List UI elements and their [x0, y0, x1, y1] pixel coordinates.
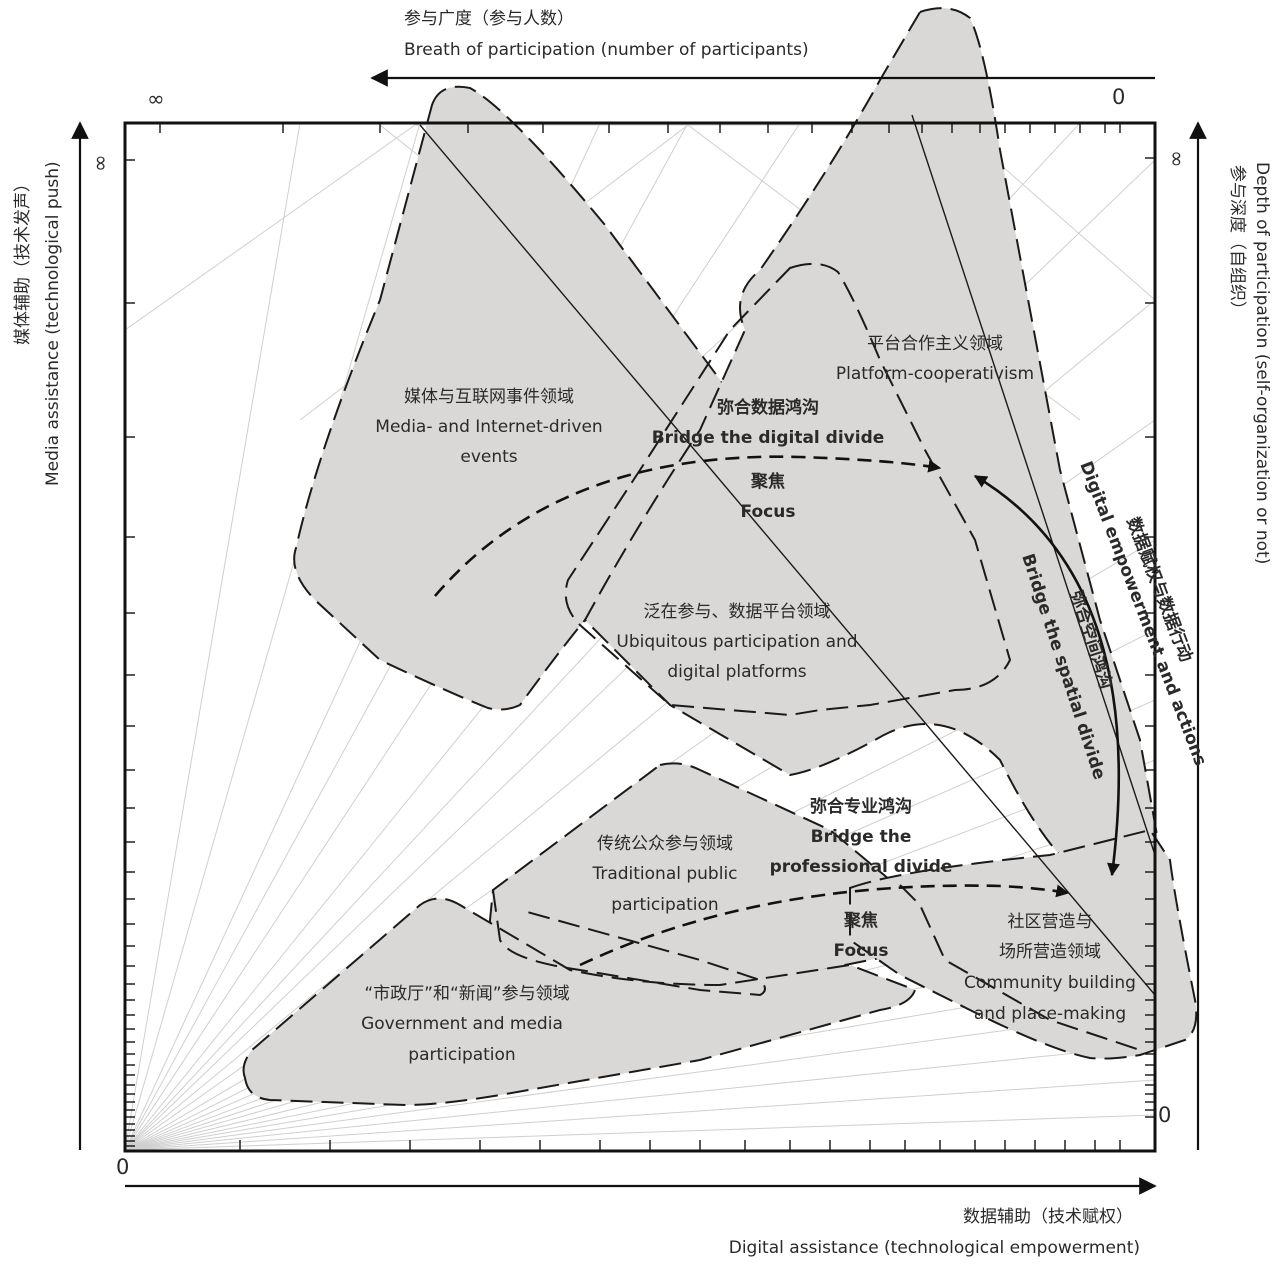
ubiquitous-zone-en2: digital platforms [667, 662, 806, 682]
spatial-divide-arrow [973, 474, 1121, 877]
media-zone-en1: Media- and Internet-driven [375, 417, 602, 437]
focus-upper-en: Focus [741, 502, 796, 522]
community-zone-zh2: 场所营造领域 [999, 942, 1101, 962]
right-tick-infinity: ∞ [1165, 150, 1189, 168]
government-zone-zh: “市政厅”和“新闻”参与领域 [364, 984, 569, 1004]
bottom-axis-label-en: Digital assistance (technological empowe… [729, 1238, 1140, 1258]
focus-lower-zh: 聚焦 [843, 910, 878, 931]
top-tick-infinity: ∞ [147, 87, 165, 111]
community-zone-zh1: 社区营造与 [1008, 912, 1093, 932]
ray-line [124, 122, 421, 1151]
focus-upper-zh: 聚焦 [750, 471, 785, 492]
axis-arrows [71, 69, 1207, 1195]
media-zone-zh: 媒体与互联网事件领域 [404, 387, 574, 407]
left-axis-label-zh: 媒体辅助（技术发声） [13, 175, 33, 345]
media-zone-en2: events [460, 447, 517, 467]
right-axis-label-zh: 参与深度（自组织） [1227, 165, 1247, 318]
right-tick-zero: 0 [1158, 1103, 1171, 1127]
plot-frame [123, 121, 1157, 1153]
community-zone-en1: Community building [964, 973, 1136, 993]
government-zone-en2: participation [408, 1045, 515, 1065]
zone-traditional-outline [492, 889, 766, 997]
left-axis-label-en: Media assistance (technological push) [43, 161, 63, 486]
government-zone-en1: Government and media [361, 1014, 563, 1034]
left-tick-infinity: ∞ [88, 155, 112, 173]
traditional-zone-en2: participation [611, 895, 718, 915]
zone-labels: 媒体与互联网事件领域 Media- and Internet-driven ev… [361, 334, 1136, 1065]
right-axis-label-en: Depth of participation (self-organizatio… [1252, 162, 1272, 564]
ubiquitous-zone-en1: Ubiquitous participation and [616, 632, 857, 652]
zone-government-shape [242, 897, 917, 1107]
bottom-axis-label-zh: 数据辅助（技术赋权） [963, 1207, 1133, 1227]
zone-shapes [242, 7, 1198, 1107]
digital-divide-en: Bridge the digital divide [652, 428, 885, 448]
professional-divide-en2: professional divide [770, 857, 953, 877]
top-axis-label-en: Breath of participation (number of parti… [404, 40, 809, 60]
digital-divide-zh: 弥合数据鸿沟 [717, 397, 819, 418]
ray-line [124, 1079, 1156, 1151]
platform-zone-en: Platform-cooperativism [836, 364, 1034, 384]
axis-ticks [125, 123, 1155, 1150]
flow-arrows [434, 455, 1070, 967]
top-axis-label-zh: 参与广度（参与人数） [404, 9, 574, 29]
ray-line [124, 1114, 1156, 1151]
traditional-zone-en1: Traditional public [591, 864, 737, 884]
top-tick-zero: 0 [1112, 85, 1125, 109]
ray-line [124, 122, 301, 1151]
professional-divide-en1: Bridge the [811, 827, 912, 847]
zone-community-outline [899, 884, 1141, 1051]
origin-zero: 0 [116, 1155, 129, 1179]
focus-lower-en: Focus [834, 941, 889, 961]
ray-line [124, 1009, 1156, 1151]
ray-line [124, 1044, 1156, 1151]
professional-divide-arrow [579, 884, 1070, 967]
traditional-zone-zh: 传统公众参与领域 [597, 834, 733, 854]
professional-divide-zh: 弥合专业鸿沟 [810, 796, 912, 817]
community-zone-en2: and place-making [974, 1004, 1126, 1024]
ubiquitous-zone-zh: 泛在参与、数据平台领域 [644, 602, 831, 622]
digital-divide-arrow [434, 455, 942, 597]
platform-zone-zh: 平台合作主义领域 [867, 334, 1003, 354]
